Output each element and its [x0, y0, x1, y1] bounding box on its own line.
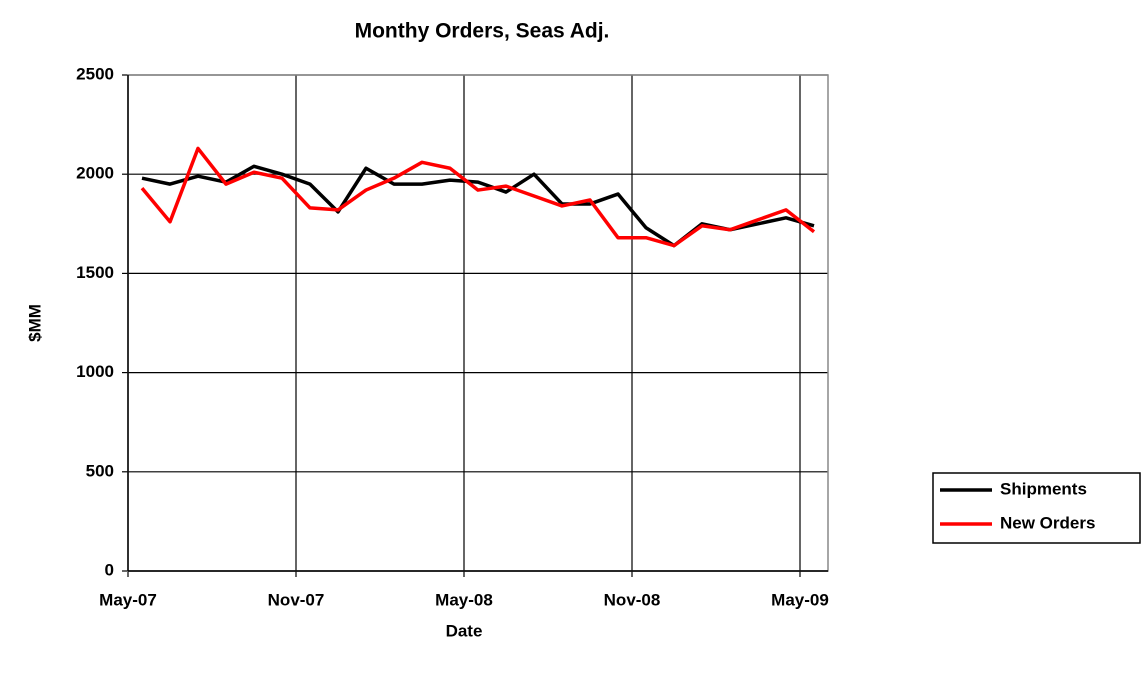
x-axis-title: Date — [446, 621, 483, 640]
plot-frame — [127, 74, 829, 572]
x-tick-label: Nov-07 — [268, 590, 325, 609]
legend-box — [932, 472, 1141, 544]
y-tick-label: 1500 — [76, 263, 114, 282]
y-tick-label: 2500 — [76, 64, 114, 83]
y-tick-label: 0 — [105, 560, 114, 579]
y-tick-label: 1000 — [76, 362, 114, 381]
series-line — [140, 146, 816, 248]
series-line — [141, 164, 815, 248]
legend-label: New Orders — [1000, 513, 1095, 532]
y-axis-title: $MM — [25, 304, 44, 342]
y-tick-label: 500 — [86, 461, 114, 480]
x-tick-label: May-07 — [99, 590, 157, 609]
x-tick-label: May-08 — [435, 590, 493, 609]
y-tick-label: 2000 — [76, 164, 114, 183]
x-tick-label: May-09 — [771, 590, 829, 609]
x-tick-label: Nov-08 — [604, 590, 661, 609]
chart-title: Monthy Orders, Seas Adj. — [355, 20, 610, 43]
legend-label: Shipments — [1000, 479, 1087, 498]
